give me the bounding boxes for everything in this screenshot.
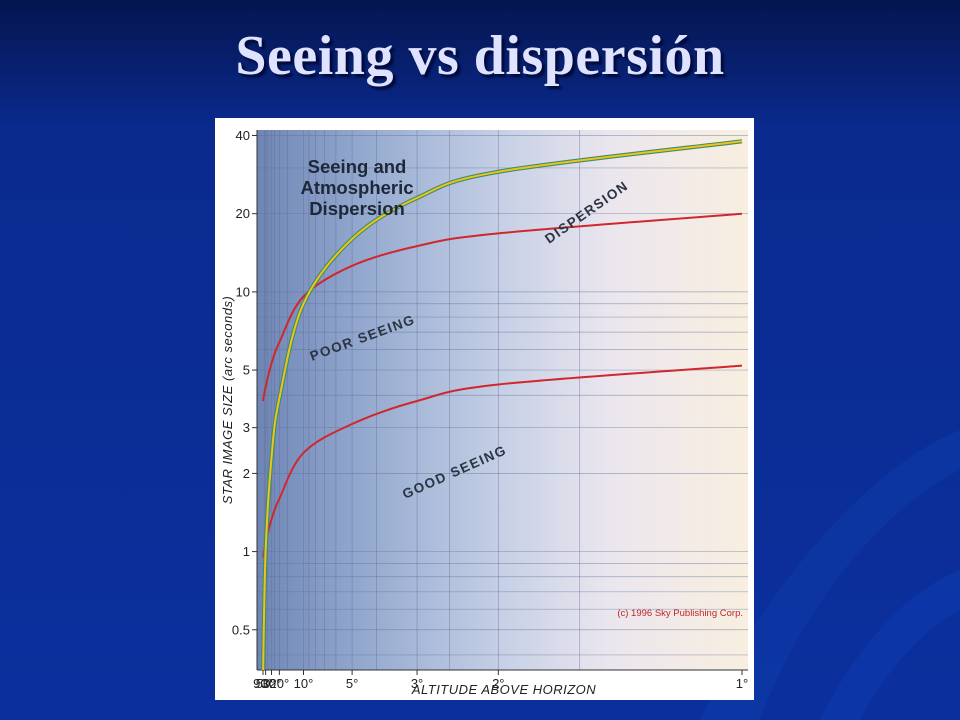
x-axis-title: ALTITUDE ABOVE HORIZON: [411, 682, 596, 697]
x-tick-label: 5°: [346, 676, 358, 691]
chart-panel: 40 20 10 5 3 2 1 0.5 90° 50° 30° 20° 10° 5° 3° 2° 1° Se…: [215, 118, 754, 700]
series-line-dispersion: [262, 140, 743, 670]
y-tick-label: 10: [236, 284, 250, 299]
y-tick-label: 0.5: [232, 622, 250, 637]
y-axis-title: STAR IMAGE SIZE (arc seconds): [220, 296, 235, 505]
y-tick-label: 1: [243, 544, 250, 559]
x-tick-label: 50°: [256, 676, 276, 691]
y-tick-label: 40: [236, 128, 250, 143]
copyright-note: (c) 1996 Sky Publishing Corp.: [617, 608, 743, 619]
x-tick-label: 2°: [492, 676, 504, 691]
background-swirl: [700, 430, 960, 720]
chart-title-line-3: Dispersion: [309, 198, 405, 219]
background-swirl-2: [820, 570, 960, 720]
y-tick-label: 20: [236, 206, 250, 221]
y-tick-label: 5: [243, 363, 250, 378]
chart-title-line-2: Atmospheric: [300, 177, 413, 198]
slide-title: Seeing vs dispersión: [235, 25, 725, 87]
seeing-dispersion-chart: 40 20 10 5 3 2 1 0.5 90°50°30°20° 10° 5° 3° 2° 1° Se…: [220, 128, 748, 697]
x-tick-label: 30°: [262, 676, 282, 691]
y-tick-label: 3: [243, 420, 250, 435]
x-tick-label: 20°: [270, 676, 290, 691]
chart-title-line-1: Seeing and: [308, 156, 407, 177]
x-tick-label: 3°: [411, 676, 423, 691]
x-tick-label: 1°: [736, 676, 748, 691]
series-line-poor-seeing: [262, 212, 743, 402]
x-tick-label: 10°: [294, 676, 314, 691]
y-tick-label: 2: [243, 466, 250, 481]
x-tick-label: 90°: [253, 676, 273, 691]
